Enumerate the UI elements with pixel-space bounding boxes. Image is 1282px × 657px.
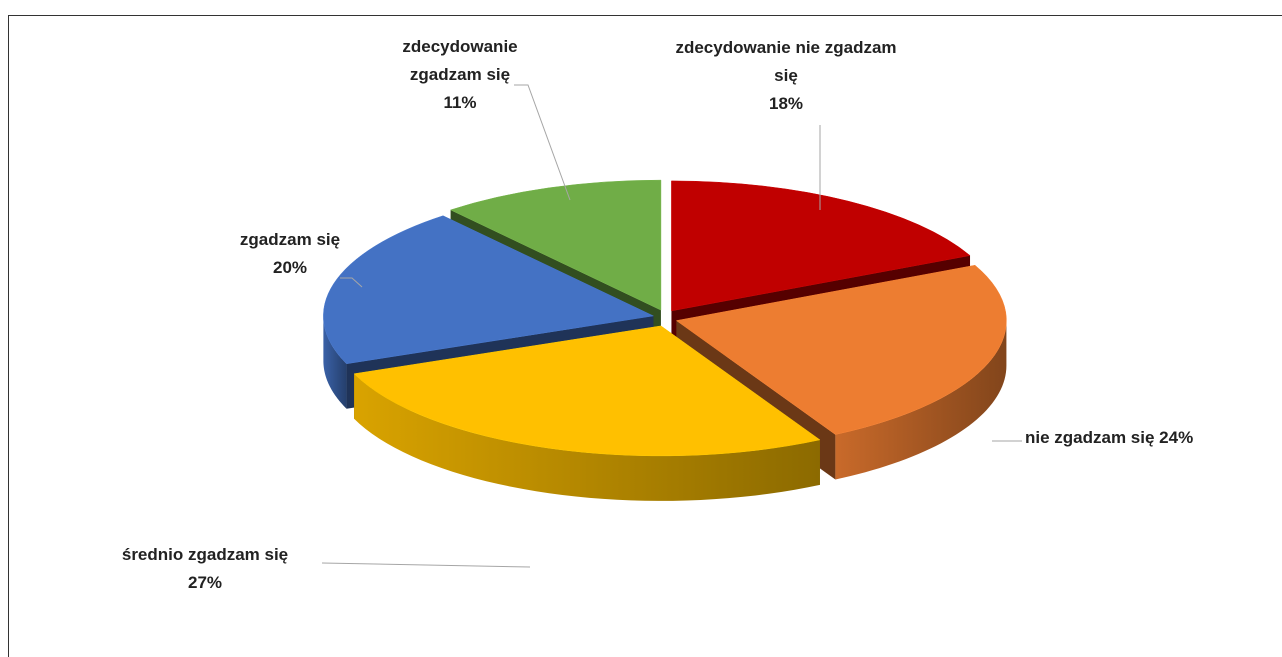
leader-line	[321, 562, 531, 568]
category-label: zdecydowanie nie zgadzam się	[675, 38, 897, 85]
value-label: 18%	[768, 94, 804, 113]
data-label: nie zgadzam się 24%	[1025, 424, 1282, 452]
pie-slice	[449, 179, 662, 311]
leader-line	[340, 277, 363, 288]
data-label: zdecydowanie zgadzam się 11%	[375, 33, 545, 117]
value-label: 20%	[272, 258, 308, 277]
value-label: 24%	[1159, 428, 1194, 447]
data-label: zdecydowanie nie zgadzam się 18%	[671, 34, 901, 118]
category-label: nie zgadzam się	[1025, 428, 1155, 447]
data-label: zgadzam się 20%	[230, 226, 350, 282]
pie-slice	[323, 215, 655, 365]
chart-frame	[8, 15, 1282, 657]
value-label: 11%	[443, 93, 477, 112]
category-label: zdecydowanie zgadzam się	[402, 37, 518, 84]
slice-outer-wall	[835, 320, 1007, 480]
pie-slice	[671, 180, 971, 312]
value-label: 27%	[187, 573, 223, 592]
category-label: średnio zgadzam się	[121, 545, 289, 564]
pie-slice	[353, 325, 821, 457]
slice-outer-wall	[354, 373, 820, 501]
leader-line	[514, 84, 571, 201]
pie-slice-group	[353, 325, 821, 501]
category-label: zgadzam się	[239, 230, 341, 249]
data-label: średnio zgadzam się 27%	[75, 541, 335, 597]
slice-outer-wall	[323, 315, 347, 409]
pie-slice	[675, 264, 1007, 435]
